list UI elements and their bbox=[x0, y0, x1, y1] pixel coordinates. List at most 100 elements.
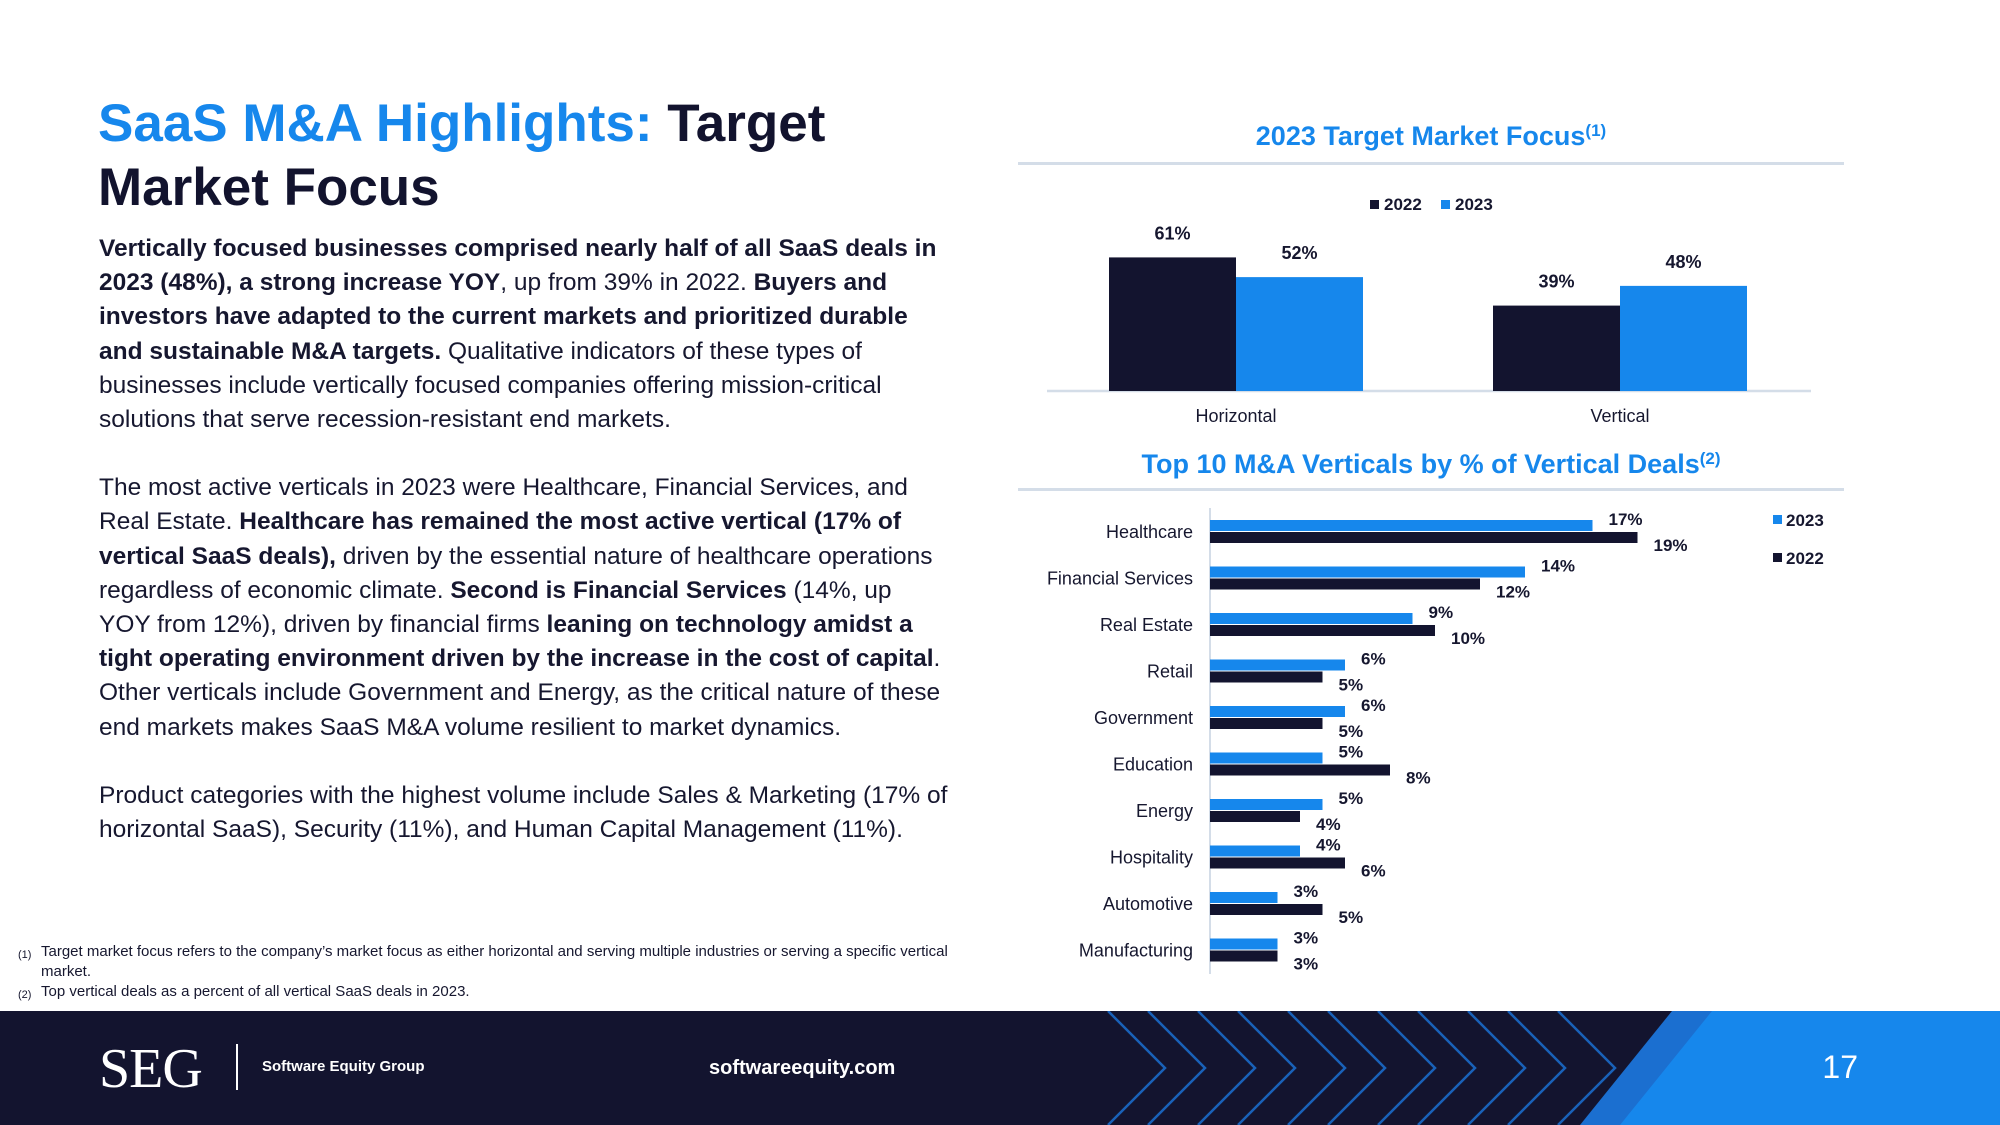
label-healthcare-2022: 19% bbox=[1654, 536, 1688, 555]
label-vertical-2023: 48% bbox=[1665, 252, 1701, 272]
p2-run-0: The most active verticals in 2023 were H… bbox=[99, 474, 908, 536]
title-accent: SaaS M&A Highlights: bbox=[98, 94, 653, 153]
company-name: Software Equity Group bbox=[262, 1058, 425, 1075]
label-retail-2023: 6% bbox=[1361, 650, 1386, 669]
bar-real-estate-2023 bbox=[1210, 613, 1413, 624]
bar-government-2022 bbox=[1210, 718, 1323, 729]
label-healthcare-2023: 17% bbox=[1609, 510, 1643, 529]
label-real-estate-2022: 10% bbox=[1451, 629, 1485, 648]
p2-run-4: (14%, up YOY from 12%), driven by financ… bbox=[99, 576, 892, 639]
verticals-legend-swatch-2022 bbox=[1773, 553, 1782, 562]
charts-canvas: 61% 52% Horizontal 39% 48% Vertical 2022 2023 He… bbox=[1047, 195, 1824, 974]
verticals-title-rule bbox=[1018, 488, 1844, 491]
bar-automotive-2022 bbox=[1210, 904, 1323, 915]
x-tick-horizontal: Horizontal bbox=[1195, 406, 1276, 426]
y-tick-healthcare: Healthcare bbox=[1106, 522, 1193, 542]
bar-real-estate-2022 bbox=[1210, 625, 1435, 636]
bar-energy-2023 bbox=[1210, 799, 1323, 810]
market-focus-chart-title: 2023 Target Market Focus(1) bbox=[1018, 121, 1844, 152]
title-rest: Target Market Focus bbox=[98, 94, 826, 217]
footnote-2-number: (2) bbox=[18, 989, 32, 1001]
label-financial-services-2022: 12% bbox=[1496, 583, 1530, 602]
market-focus-title-rule bbox=[1018, 162, 1844, 165]
footnote-2-text: Top vertical deals as a percent of all v… bbox=[41, 983, 470, 1000]
bar-manufacturing-2022 bbox=[1210, 950, 1278, 962]
bar-education-2022 bbox=[1210, 764, 1390, 776]
logo-divider bbox=[236, 1044, 238, 1090]
footnote-1: (1) Target market focus refers to the com… bbox=[18, 942, 958, 982]
p1-run-1: , up from 39% in 2022. bbox=[500, 269, 754, 297]
label-manufacturing-2023: 3% bbox=[1294, 929, 1319, 948]
y-tick-automotive: Automotive bbox=[1103, 894, 1193, 914]
bar-horizontal-2023 bbox=[1236, 277, 1363, 391]
y-tick-real-estate: Real Estate bbox=[1100, 615, 1193, 635]
bar-hospitality-2022 bbox=[1210, 857, 1345, 869]
label-hospitality-2023: 4% bbox=[1316, 836, 1341, 855]
legend-label-2022: 2022 bbox=[1384, 195, 1422, 214]
bar-retail-2023 bbox=[1210, 659, 1345, 671]
bar-vertical-2022 bbox=[1493, 305, 1620, 391]
page-number: 17 bbox=[1822, 1049, 1858, 1085]
verticals-title-text: Top 10 M&A Verticals by % of Vertical De… bbox=[1141, 449, 1700, 479]
bar-manufacturing-2023 bbox=[1210, 938, 1278, 950]
label-financial-services-2023: 14% bbox=[1541, 557, 1575, 576]
label-vertical-2022: 39% bbox=[1538, 272, 1574, 292]
y-tick-energy: Energy bbox=[1136, 801, 1193, 821]
y-tick-financial-services: Financial Services bbox=[1047, 569, 1193, 589]
body-text: Vertically focused businesses comprised … bbox=[99, 232, 949, 881]
p2-run-5: leaning on technology amidst a tight ope… bbox=[99, 611, 934, 673]
seg-logo: SEG bbox=[99, 1038, 203, 1100]
verticals-legend-label-2023: 2023 bbox=[1786, 511, 1824, 530]
footer-chevron-graphic bbox=[1107, 1011, 2000, 1125]
label-horizontal-2022: 61% bbox=[1154, 223, 1190, 243]
paragraph-product-categories: Product categories with the highest volu… bbox=[99, 779, 949, 847]
bar-vertical-2023 bbox=[1620, 285, 1747, 391]
market-focus-title-text: 2023 Target Market Focus bbox=[1255, 121, 1586, 151]
legend-swatch-2023 bbox=[1441, 200, 1450, 209]
p1-run-0: Vertically focused businesses comprised … bbox=[99, 235, 937, 297]
label-real-estate-2023: 9% bbox=[1429, 603, 1454, 622]
bar-energy-2022 bbox=[1210, 811, 1300, 822]
page-title: SaaS M&A Highlights: Target Market Focus bbox=[98, 92, 958, 220]
legend-label-2023: 2023 bbox=[1455, 195, 1493, 214]
footnote-1-number: (1) bbox=[18, 949, 32, 961]
y-tick-government: Government bbox=[1094, 708, 1193, 728]
footnote-1-text: Target market focus refers to the compan… bbox=[41, 943, 948, 980]
bar-horizontal-2022 bbox=[1109, 257, 1236, 391]
footer: SEG Software Equity Group softwareequity… bbox=[0, 1011, 2000, 1125]
label-energy-2022: 4% bbox=[1316, 815, 1341, 834]
p1-run-3: Qualitative indicators of these types of… bbox=[99, 337, 882, 434]
label-education-2023: 5% bbox=[1339, 743, 1364, 762]
label-education-2022: 8% bbox=[1406, 769, 1431, 788]
label-hospitality-2022: 6% bbox=[1361, 862, 1386, 881]
bar-financial-services-2023 bbox=[1210, 566, 1525, 578]
label-government-2022: 5% bbox=[1339, 722, 1364, 741]
y-tick-retail: Retail bbox=[1147, 662, 1193, 682]
bar-retail-2022 bbox=[1210, 671, 1323, 683]
bar-healthcare-2022 bbox=[1210, 532, 1638, 543]
website-link[interactable]: softwareequity.com bbox=[709, 1057, 896, 1079]
legend-swatch-2022 bbox=[1370, 200, 1379, 209]
verticals-legend-swatch-2023 bbox=[1773, 515, 1782, 524]
verticals-title-footnote: (2) bbox=[1699, 449, 1721, 468]
bar-healthcare-2023 bbox=[1210, 520, 1593, 531]
footnote-2: (2) Top vertical deals as a percent of al… bbox=[18, 982, 958, 1002]
p2-run-2: driven by the essential nature of health… bbox=[99, 542, 933, 604]
bar-government-2023 bbox=[1210, 706, 1345, 717]
label-manufacturing-2022: 3% bbox=[1294, 955, 1319, 974]
bar-automotive-2023 bbox=[1210, 892, 1278, 903]
p1-run-2: Buyers and investors have adapted to the… bbox=[99, 269, 908, 365]
paragraph-market-focus: Vertically focused businesses comprised … bbox=[99, 232, 949, 437]
y-tick-hospitality: Hospitality bbox=[1110, 848, 1193, 868]
paragraph-active-verticals: The most active verticals in 2023 were H… bbox=[99, 471, 949, 745]
footnotes: (1) Target market focus refers to the com… bbox=[18, 942, 958, 1002]
verticals-chart-title: Top 10 M&A Verticals by % of Vertical De… bbox=[1018, 449, 1844, 480]
label-horizontal-2023: 52% bbox=[1281, 243, 1317, 263]
x-tick-vertical: Vertical bbox=[1590, 406, 1649, 426]
p3-run-0: Product categories with the highest volu… bbox=[99, 781, 948, 844]
label-automotive-2023: 3% bbox=[1294, 882, 1319, 901]
p2-run-6: . Other verticals include Government and… bbox=[99, 645, 941, 741]
verticals-legend-label-2022: 2022 bbox=[1786, 549, 1824, 568]
y-tick-education: Education bbox=[1113, 755, 1193, 775]
market-focus-title-footnote: (1) bbox=[1585, 121, 1607, 140]
